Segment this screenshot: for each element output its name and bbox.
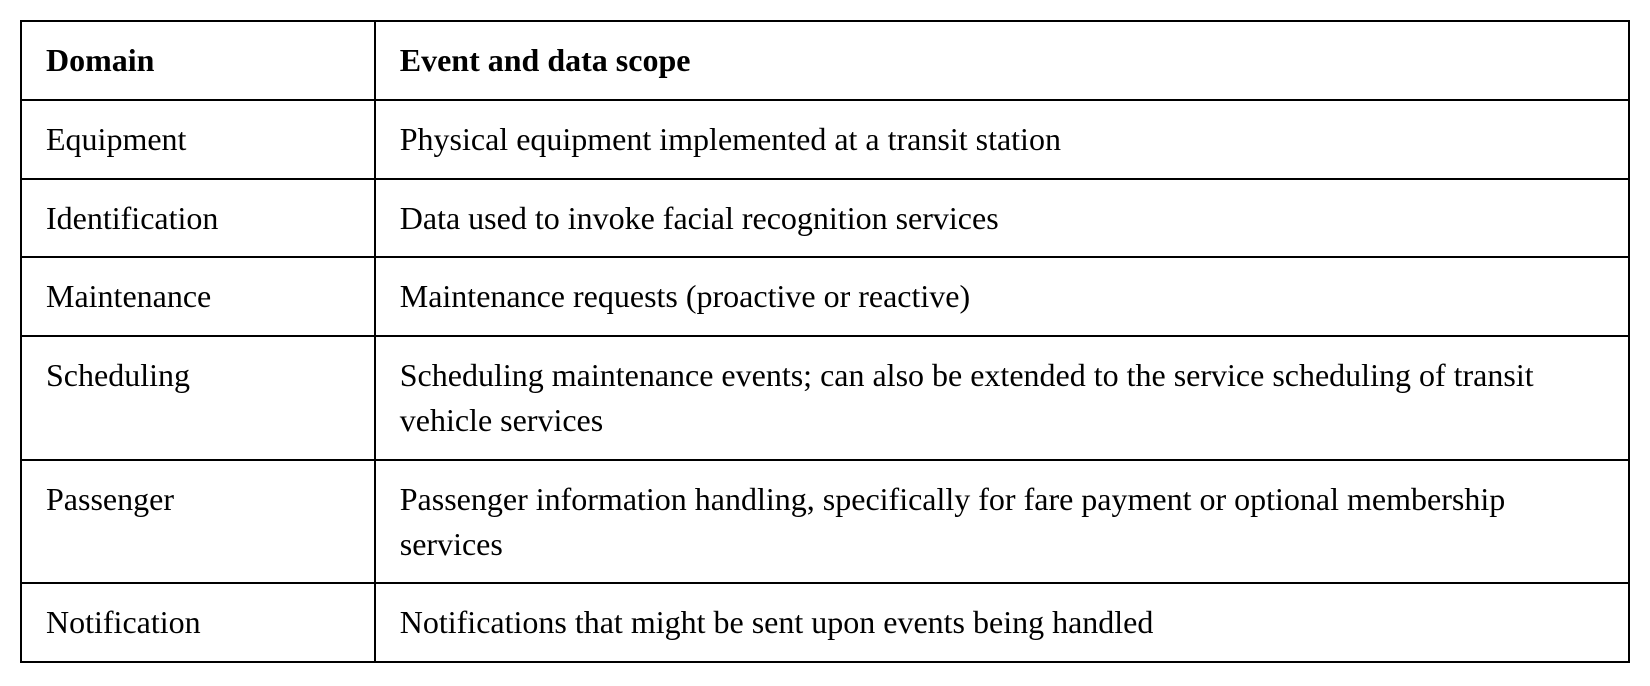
table-row: Equipment Physical equipment implemented… [21, 100, 1629, 179]
domain-table: Domain Event and data scope Equipment Ph… [20, 20, 1630, 663]
domain-table-container: Domain Event and data scope Equipment Ph… [20, 20, 1630, 663]
cell-domain: Maintenance [21, 257, 375, 336]
cell-scope: Data used to invoke facial recognition s… [375, 179, 1629, 258]
table-header: Domain Event and data scope [21, 21, 1629, 100]
table-row: Passenger Passenger information handling… [21, 460, 1629, 584]
cell-domain: Identification [21, 179, 375, 258]
column-header-scope: Event and data scope [375, 21, 1629, 100]
cell-scope: Physical equipment implemented at a tran… [375, 100, 1629, 179]
table-body: Equipment Physical equipment implemented… [21, 100, 1629, 662]
cell-domain: Scheduling [21, 336, 375, 460]
table-row: Scheduling Scheduling maintenance events… [21, 336, 1629, 460]
table-header-row: Domain Event and data scope [21, 21, 1629, 100]
table-row: Maintenance Maintenance requests (proact… [21, 257, 1629, 336]
cell-scope: Notifications that might be sent upon ev… [375, 583, 1629, 662]
table-row: Notification Notifications that might be… [21, 583, 1629, 662]
cell-domain: Passenger [21, 460, 375, 584]
cell-domain: Notification [21, 583, 375, 662]
cell-domain: Equipment [21, 100, 375, 179]
table-row: Identification Data used to invoke facia… [21, 179, 1629, 258]
cell-scope: Maintenance requests (proactive or react… [375, 257, 1629, 336]
cell-scope: Passenger information handling, specific… [375, 460, 1629, 584]
column-header-domain: Domain [21, 21, 375, 100]
cell-scope: Scheduling maintenance events; can also … [375, 336, 1629, 460]
